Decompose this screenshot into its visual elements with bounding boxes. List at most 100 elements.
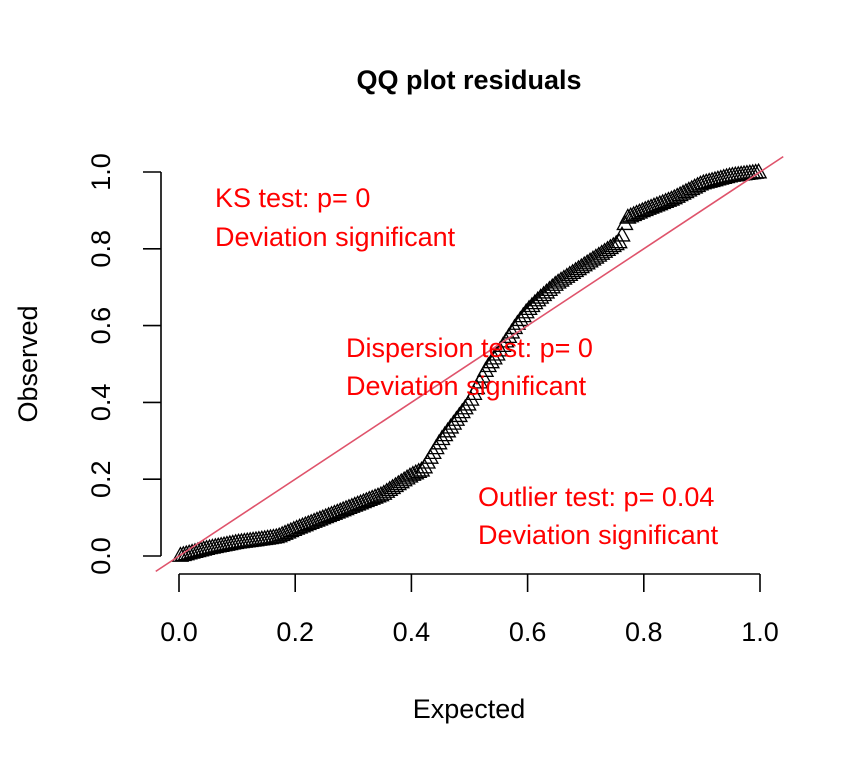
data-point xyxy=(648,195,666,212)
data-point xyxy=(389,474,408,491)
data-point xyxy=(572,257,591,274)
data-point xyxy=(653,193,672,210)
data-point xyxy=(561,265,579,281)
data-point xyxy=(604,236,623,253)
reference-line xyxy=(155,155,784,573)
data-point xyxy=(444,414,463,430)
data-point xyxy=(546,275,564,291)
data-point xyxy=(607,234,625,251)
data-point xyxy=(688,176,707,193)
chart-title: QQ plot residuals xyxy=(356,65,581,95)
data-point xyxy=(450,406,469,423)
data-point xyxy=(555,269,573,285)
outlier-test-text: Outlier test: p= 0.04 xyxy=(478,482,714,512)
data-point xyxy=(357,491,376,508)
x-ticks: 0.0 0.2 0.4 0.6 0.8 1.0 xyxy=(160,574,779,647)
data-point xyxy=(566,261,585,278)
data-point xyxy=(590,246,608,262)
data-point xyxy=(383,478,402,495)
data-point xyxy=(592,244,611,260)
data-point xyxy=(354,492,373,509)
data-point xyxy=(377,482,396,498)
data-point xyxy=(534,285,553,302)
data-point xyxy=(549,273,567,289)
data-point xyxy=(270,526,288,543)
data-point xyxy=(552,271,570,287)
dispersion-test-text: Dispersion test: p= 0 xyxy=(346,333,593,363)
data-point xyxy=(299,514,317,531)
x-tick-label: 0.6 xyxy=(509,617,547,647)
data-point xyxy=(441,418,460,434)
x-axis-label: Expected xyxy=(413,694,526,724)
data-point xyxy=(563,263,582,280)
data-point xyxy=(526,293,544,310)
data-point xyxy=(529,290,547,307)
data-point xyxy=(273,525,291,542)
data-point xyxy=(656,192,675,209)
data-point xyxy=(630,202,649,219)
data-point xyxy=(296,515,315,532)
x-tick-label: 0.2 xyxy=(276,617,314,647)
data-point xyxy=(407,463,425,480)
outlier-test-result: Deviation significant xyxy=(478,520,719,550)
y-tick-label: 0.0 xyxy=(86,537,116,575)
data-point xyxy=(363,489,381,505)
data-point xyxy=(308,511,326,527)
x-tick-label: 0.0 xyxy=(160,617,198,647)
y-tick-label: 0.6 xyxy=(86,307,116,345)
y-tick-label: 1.0 xyxy=(86,153,116,191)
data-point xyxy=(267,527,286,544)
data-point xyxy=(386,476,405,493)
data-point xyxy=(337,499,355,516)
data-point xyxy=(558,267,576,283)
data-point xyxy=(456,398,474,415)
data-point xyxy=(537,282,556,299)
data-point xyxy=(587,248,605,264)
data-point xyxy=(624,205,643,222)
data-point xyxy=(645,197,663,213)
data-point xyxy=(276,524,294,540)
data-point xyxy=(380,480,399,497)
data-point xyxy=(346,496,364,512)
data-point xyxy=(316,507,335,524)
data-point xyxy=(447,410,466,426)
data-point xyxy=(511,310,530,327)
data-point xyxy=(485,348,503,365)
data-point xyxy=(636,200,654,217)
x-tick-label: 1.0 xyxy=(741,617,779,647)
data-point xyxy=(305,512,323,528)
data-point xyxy=(619,208,637,224)
y-axis-label: Observed xyxy=(13,305,43,422)
data-point xyxy=(279,522,297,539)
data-point xyxy=(575,255,593,272)
data-point xyxy=(343,497,361,513)
data-point xyxy=(412,460,431,477)
data-point xyxy=(569,259,588,276)
data-point xyxy=(433,429,451,446)
data-point xyxy=(482,352,500,369)
data-point xyxy=(479,356,498,373)
data-point xyxy=(322,505,341,521)
data-point xyxy=(366,488,384,504)
data-point xyxy=(375,484,393,500)
data-point xyxy=(639,199,657,215)
ks-test-result: Deviation significant xyxy=(215,222,456,252)
data-point xyxy=(520,299,538,316)
data-point xyxy=(622,206,640,223)
data-point xyxy=(601,238,620,255)
y-tick-label: 0.2 xyxy=(86,460,116,498)
data-point xyxy=(293,516,312,533)
axes xyxy=(160,172,760,575)
data-point xyxy=(314,508,332,525)
data-point xyxy=(598,240,617,257)
data-point xyxy=(595,242,614,258)
data-points xyxy=(171,162,768,562)
data-point xyxy=(319,506,338,523)
data-point xyxy=(633,201,652,218)
data-point xyxy=(334,500,352,517)
data-point xyxy=(613,226,631,242)
data-point xyxy=(290,518,309,534)
data-point xyxy=(325,504,344,520)
data-point xyxy=(351,493,370,510)
x-tick-label: 0.4 xyxy=(393,617,431,647)
